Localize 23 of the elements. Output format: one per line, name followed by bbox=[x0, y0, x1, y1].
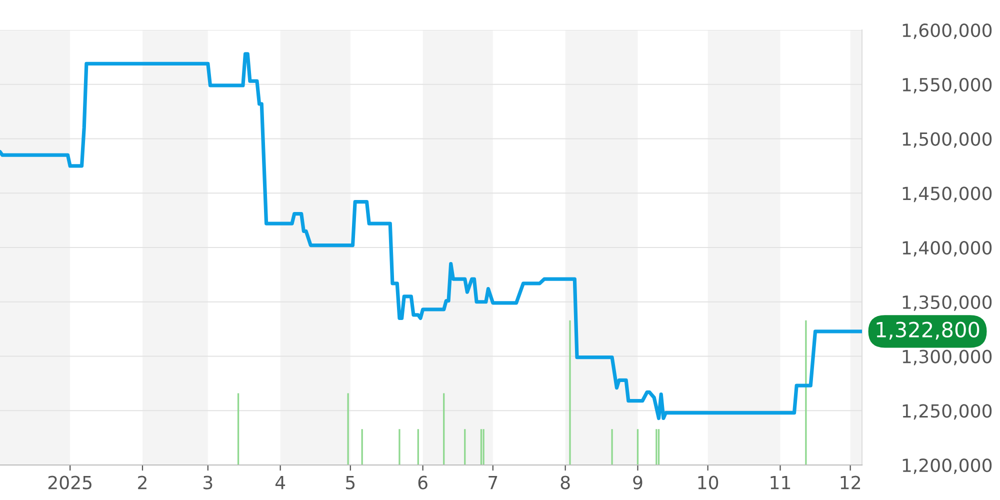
x-tick-label: 11 bbox=[770, 476, 790, 490]
x-tick-label: 6 bbox=[418, 476, 428, 490]
x-tick-label: 2025 bbox=[48, 476, 92, 490]
y-tick-label: 1,300,000 bbox=[902, 350, 992, 366]
y-tick-label: 1,200,000 bbox=[902, 458, 992, 474]
x-tick-label: 4 bbox=[275, 476, 286, 490]
x-tick-label: 9 bbox=[633, 476, 642, 490]
line-series bbox=[0, 52, 862, 420]
x-tick-label: 7 bbox=[488, 476, 498, 490]
y-tick-label: 1,250,000 bbox=[902, 404, 992, 420]
x-tick-label: 5 bbox=[346, 476, 355, 490]
y-tick-label: 1,600,000 bbox=[902, 23, 992, 39]
x-tick-label: 3 bbox=[204, 476, 212, 490]
annotation: 1,322,800 bbox=[876, 322, 980, 340]
y-tick-label: 1,400,000 bbox=[902, 240, 992, 256]
x-tick-label: 12 bbox=[840, 476, 860, 490]
x-tick-label: 2 bbox=[138, 476, 146, 490]
y-tick-label: 1,500,000 bbox=[902, 132, 992, 148]
y-tick-label: 1,350,000 bbox=[902, 295, 992, 311]
y-tick-label: 1,550,000 bbox=[902, 78, 992, 94]
x-tick-label: 8 bbox=[560, 476, 570, 490]
y-tick-label: 1,450,000 bbox=[902, 186, 992, 202]
x-tick-label: 10 bbox=[698, 476, 718, 490]
